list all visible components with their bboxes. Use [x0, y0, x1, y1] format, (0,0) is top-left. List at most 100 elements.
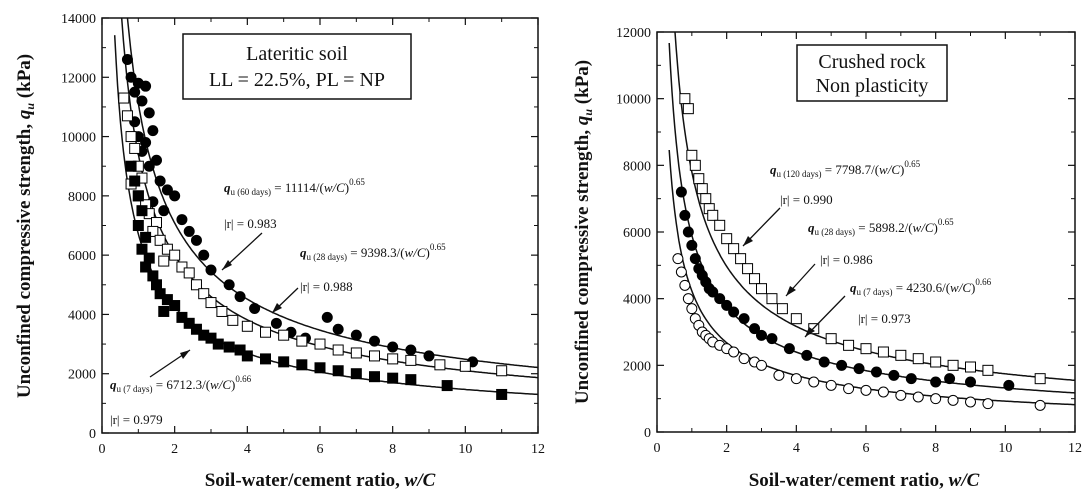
- y-tick-label: 8000: [68, 190, 96, 205]
- data-point-open-circle: [965, 396, 976, 408]
- data-point-open-square: [895, 349, 907, 361]
- fit-curve: [674, 32, 1075, 382]
- x-tick-label: 12: [531, 442, 545, 457]
- data-point-filled-circle: [682, 226, 694, 238]
- data-point-filled-circle: [818, 356, 830, 368]
- data-point-open-circle: [1034, 399, 1046, 411]
- data-point-filled-square: [132, 190, 144, 202]
- data-point-open-square: [154, 234, 166, 246]
- data-point-open-square: [459, 360, 471, 372]
- data-point-filled-square: [136, 243, 148, 255]
- data-point-filled-circle: [888, 369, 900, 381]
- data-point-open-square: [405, 354, 417, 366]
- data-point-open-square: [766, 293, 778, 305]
- data-point-filled-square: [140, 231, 152, 243]
- x-tick-label: 0: [99, 442, 106, 457]
- data-point-open-square: [118, 92, 130, 104]
- data-point-filled-circle: [161, 184, 173, 196]
- y-tick-label: 6000: [623, 226, 651, 241]
- data-point-open-circle: [756, 359, 767, 371]
- x-tick-label: 4: [244, 442, 251, 457]
- data-point-filled-circle: [223, 279, 235, 291]
- data-point-open-circle: [947, 394, 959, 406]
- data-point-filled-circle: [853, 363, 865, 375]
- svg-text:qu (28 days) = 9398.3/(w/C)0.6: qu (28 days) = 9398.3/(w/C)0.65: [300, 242, 446, 262]
- data-point-open-square: [496, 365, 508, 377]
- fit-curve: [668, 149, 1075, 406]
- data-point-filled-circle: [154, 175, 166, 187]
- data-point-open-circle: [675, 266, 687, 278]
- x-tick-label: 2: [723, 441, 730, 456]
- data-point-filled-square: [496, 388, 508, 400]
- data-point-open-square: [965, 361, 976, 373]
- right-y-axis-label: Unconfined compressive strength, qu (kPa…: [572, 60, 595, 404]
- data-point-open-square: [121, 110, 133, 122]
- svg-text:|r| = 0.990: |r| = 0.990: [780, 192, 833, 207]
- data-point-open-circle: [686, 303, 698, 315]
- data-point-filled-circle: [198, 249, 210, 261]
- data-point-open-circle: [860, 384, 872, 396]
- y-tick-label: 10000: [61, 131, 96, 146]
- svg-text:|r| = 0.988: |r| = 0.988: [300, 279, 353, 294]
- data-point-filled-circle: [369, 335, 380, 347]
- data-point-open-square: [790, 313, 802, 325]
- data-point-filled-square: [405, 374, 417, 386]
- data-point-open-square: [1034, 373, 1046, 385]
- y-tick-label: 14000: [61, 12, 96, 27]
- data-point-open-square: [161, 243, 173, 255]
- data-point-filled-circle: [147, 125, 159, 137]
- svg-text:|r| = 0.979: |r| = 0.979: [110, 412, 163, 427]
- x-tick-label: 12: [1068, 441, 1082, 456]
- right-annotation-28days: qu (28 days) = 5898.2/(w/C)0.65 |r| = 0.…: [785, 217, 954, 297]
- data-point-open-square: [158, 255, 170, 267]
- data-point-filled-circle: [143, 107, 155, 119]
- data-point-filled-circle: [714, 293, 726, 305]
- data-point-open-square: [296, 335, 308, 347]
- svg-text:qu (7 days) = 4230.6/(w/C)0.66: qu (7 days) = 4230.6/(w/C)0.66: [850, 277, 992, 297]
- y-tick-label: 0: [644, 426, 651, 441]
- x-tick-label: 8: [389, 442, 396, 457]
- data-point-open-square: [216, 305, 228, 317]
- data-point-open-square: [696, 183, 708, 195]
- data-point-filled-circle: [944, 373, 956, 385]
- x-tick-label: 2: [171, 442, 178, 457]
- data-point-filled-square: [205, 332, 217, 344]
- data-point-open-circle: [679, 279, 691, 291]
- right-annotation-7days: qu (7 days) = 4230.6/(w/C)0.66 |r| = 0.9…: [804, 277, 992, 338]
- x-tick-label: 4: [793, 441, 800, 456]
- svg-text:qu (7 days) = 6712.3/(w/C)0.66: qu (7 days) = 6712.3/(w/C)0.66: [110, 374, 252, 394]
- data-point-filled-square: [183, 317, 195, 329]
- data-point-open-square: [728, 243, 740, 255]
- data-point-open-square: [369, 350, 380, 362]
- data-point-filled-circle: [423, 350, 435, 362]
- data-point-filled-circle: [140, 80, 152, 92]
- data-point-filled-square: [176, 311, 188, 323]
- data-point-filled-circle: [749, 323, 761, 335]
- svg-text:qu (120 days) = 7798.7/(w/C)0.: qu (120 days) = 7798.7/(w/C)0.65: [770, 159, 921, 179]
- data-point-open-circle: [843, 383, 855, 395]
- y-tick-label: 10000: [616, 93, 651, 108]
- data-point-open-square: [198, 288, 210, 300]
- left-x-axis-label: Soil-water/cement ratio, w/C: [205, 470, 436, 491]
- data-point-open-square: [679, 93, 691, 105]
- data-point-open-square: [278, 329, 290, 341]
- data-point-filled-square: [296, 359, 308, 371]
- data-point-filled-square: [350, 368, 362, 380]
- data-point-filled-circle: [321, 311, 333, 323]
- data-point-open-circle: [738, 353, 750, 365]
- data-point-filled-square: [441, 380, 453, 392]
- left-annotation-60days: qu (60 days) = 11114/(w/C)0.65 |r| = 0.9…: [221, 177, 365, 271]
- left-y-axis-label: Unconfined compressive strength, qu (kPa…: [14, 54, 37, 398]
- svg-text:|r| = 0.986: |r| = 0.986: [820, 252, 873, 267]
- data-point-open-circle: [930, 393, 942, 405]
- data-point-filled-circle: [930, 376, 942, 388]
- data-point-open-square: [707, 209, 719, 221]
- data-point-open-square: [689, 159, 701, 171]
- data-point-filled-circle: [151, 154, 162, 166]
- svg-text:qu (60 days) = 11114/(w/C)0.65: qu (60 days) = 11114/(w/C)0.65: [224, 177, 365, 197]
- data-point-open-square: [693, 173, 705, 185]
- data-point-open-square: [947, 359, 959, 371]
- data-point-open-square: [125, 131, 137, 143]
- data-point-open-square: [176, 261, 188, 273]
